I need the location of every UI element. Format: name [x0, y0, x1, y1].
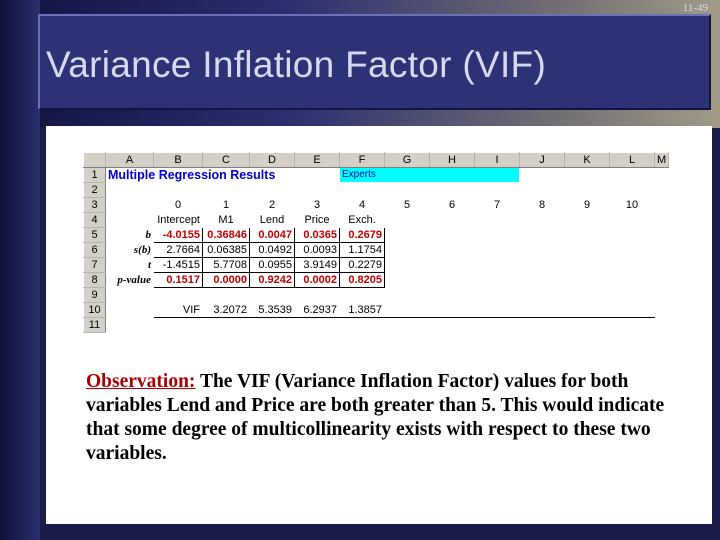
p-value-cell[interactable]: 0.8205	[339, 272, 385, 288]
vif-cell[interactable]: 3.2072	[202, 302, 250, 318]
column-header[interactable]: B	[153, 152, 203, 168]
observation-label: Observation:	[86, 371, 196, 392]
left-strip	[0, 0, 40, 540]
column-header[interactable]: A	[105, 152, 154, 168]
std-error-cell[interactable]: 0.06385	[202, 242, 250, 258]
coefficient-cell[interactable]: -4.0155	[153, 227, 203, 243]
index-cell[interactable]: 3	[313, 199, 321, 211]
t-stat-cell[interactable]: 3.9149	[294, 257, 340, 273]
sheet-row: 1 Multiple Regression Results Experts	[83, 167, 669, 183]
index-cell[interactable]: 6	[448, 199, 456, 211]
variable-name-cell[interactable]: Exch.	[348, 214, 376, 226]
row-header[interactable]: 2	[83, 182, 106, 198]
row-header[interactable]: 8	[83, 272, 106, 288]
column-header[interactable]: L	[609, 152, 655, 168]
std-error-cell[interactable]: 1.1754	[339, 242, 385, 258]
t-stat-cell[interactable]: 0.0955	[249, 257, 295, 273]
p-value-cell[interactable]: 0.0000	[202, 272, 250, 288]
variable-name-cell[interactable]: Intercept	[157, 214, 200, 226]
vif-label[interactable]: VIF	[153, 302, 203, 318]
index-cell[interactable]: 1	[222, 199, 230, 211]
column-header[interactable]: G	[384, 152, 430, 168]
coefficient-cell[interactable]: 0.2679	[339, 227, 385, 243]
vif-cell[interactable]: 6.2937	[294, 302, 340, 318]
row-header[interactable]: 6	[83, 242, 106, 258]
coefficient-cell[interactable]: 0.0047	[249, 227, 295, 243]
slide-content: A B C D E F G H I J K L M 1 Multiple Reg…	[46, 126, 712, 524]
row-header[interactable]: 4	[83, 212, 106, 228]
bottom-bar	[40, 524, 720, 540]
row-header[interactable]: 9	[83, 287, 106, 303]
sheet-row: 7 t -1.4515 5.7708 0.0955 3.9149 0.2279	[83, 257, 669, 273]
title-panel	[38, 14, 711, 110]
coefficient-cell[interactable]: 0.0365	[294, 227, 340, 243]
row-header[interactable]: 11	[83, 317, 106, 333]
stat-label[interactable]: t	[147, 259, 151, 271]
sheet-row: 4 Intercept M1 Lend Price Exch.	[83, 212, 669, 228]
corner-cell[interactable]	[83, 152, 106, 168]
results-title[interactable]: Multiple Regression Results	[108, 168, 276, 182]
column-header[interactable]: C	[202, 152, 250, 168]
sheet-row: 6 s(b) 2.7664 0.06385 0.0492 0.0093 1.17…	[83, 242, 669, 258]
row-header[interactable]: 3	[83, 197, 106, 213]
row-header[interactable]: 1	[83, 167, 106, 183]
std-error-cell[interactable]: 0.0093	[294, 242, 340, 258]
stat-label[interactable]: p-value	[117, 274, 151, 286]
column-header[interactable]: F	[339, 152, 385, 168]
column-header[interactable]: K	[564, 152, 610, 168]
variable-name-cell[interactable]: Lend	[259, 214, 285, 226]
variable-name-cell[interactable]: M1	[218, 214, 234, 226]
slide-number: 11-49	[682, 2, 708, 14]
row-header[interactable]: 5	[83, 227, 106, 243]
row-header[interactable]: 7	[83, 257, 106, 273]
index-cell[interactable]: 5	[403, 199, 411, 211]
index-cell[interactable]: 7	[493, 199, 501, 211]
t-stat-cell[interactable]: -1.4515	[153, 257, 203, 273]
p-value-cell[interactable]: 0.9242	[249, 272, 295, 288]
sheet-row: 2	[83, 182, 669, 198]
t-stat-cell[interactable]: 0.2279	[339, 257, 385, 273]
row-header[interactable]: 10	[83, 302, 106, 318]
slide-title: Variance Inflation Factor (VIF)	[46, 44, 547, 85]
index-cell[interactable]: 0	[174, 199, 182, 211]
stat-label[interactable]: s(b)	[133, 244, 151, 256]
sheet-row: 5 b -4.0155 0.36846 0.0047 0.0365 0.2679	[83, 227, 669, 243]
column-header-row: A B C D E F G H I J K L M	[83, 152, 670, 168]
sheet-row: 9	[83, 287, 669, 303]
p-value-cell[interactable]: 0.1517	[153, 272, 203, 288]
column-header[interactable]: D	[249, 152, 295, 168]
index-cell[interactable]: 10	[625, 199, 639, 211]
expert-label[interactable]: Experts	[339, 167, 520, 183]
index-cell[interactable]: 4	[358, 199, 366, 211]
column-header[interactable]: I	[474, 152, 520, 168]
column-header[interactable]: M	[654, 152, 670, 168]
sheet-row: 11	[83, 317, 669, 333]
column-header[interactable]: J	[519, 152, 565, 168]
observation-paragraph: Observation: The VIF (Variance Inflation…	[86, 370, 676, 466]
variable-name-cell[interactable]: Price	[304, 214, 330, 226]
sheet-row: 8 p-value 0.1517 0.0000 0.9242 0.0002 0.…	[83, 272, 669, 288]
sheet-row: 10 VIF 3.2072 5.3539 6.2937 1.3857	[83, 302, 669, 318]
index-cell[interactable]: 9	[583, 199, 591, 211]
regression-spreadsheet: A B C D E F G H I J K L M 1 Multiple Reg…	[83, 152, 670, 333]
std-error-cell[interactable]: 0.0492	[249, 242, 295, 258]
p-value-cell[interactable]: 0.0002	[294, 272, 340, 288]
t-stat-cell[interactable]: 5.7708	[202, 257, 250, 273]
vif-cell[interactable]: 5.3539	[249, 302, 295, 318]
index-cell[interactable]: 2	[268, 199, 276, 211]
column-header[interactable]: H	[429, 152, 475, 168]
coefficient-cell[interactable]: 0.36846	[202, 227, 250, 243]
vif-cell[interactable]: 1.3857	[339, 302, 385, 318]
sheet-row: 3 0 1 2 3 4 5 6 7 8 9 10	[83, 197, 669, 213]
observation-text: The VIF (Variance Inflation Factor) valu…	[86, 371, 665, 464]
std-error-cell[interactable]: 2.7664	[153, 242, 203, 258]
index-cell[interactable]: 8	[538, 199, 546, 211]
stat-label[interactable]: b	[145, 229, 152, 241]
column-header[interactable]: E	[294, 152, 340, 168]
